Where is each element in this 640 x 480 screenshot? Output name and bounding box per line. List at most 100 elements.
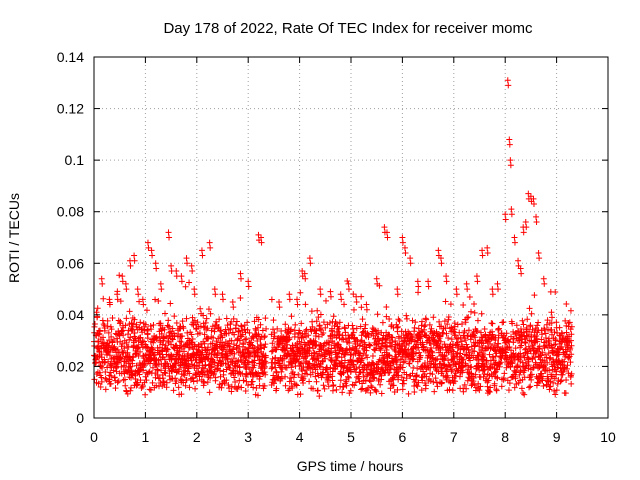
data-point: [523, 224, 530, 231]
data-point: [199, 252, 206, 259]
data-point: [157, 379, 164, 386]
data-point: [514, 353, 521, 360]
data-point: [314, 387, 321, 394]
data-point: [361, 325, 368, 332]
data-point: [526, 328, 533, 335]
data-point: [437, 360, 444, 367]
data-point: [355, 373, 362, 380]
data-point: [381, 224, 388, 231]
data-point: [294, 301, 301, 308]
data-point: [296, 353, 303, 360]
data-point: [297, 391, 304, 398]
data-point: [415, 283, 422, 290]
data-point: [198, 247, 205, 254]
data-point: [284, 329, 291, 336]
data-point: [433, 379, 440, 386]
data-point: [503, 349, 510, 356]
data-point: [186, 370, 193, 377]
data-point: [169, 336, 176, 343]
data-point: [421, 323, 428, 330]
data-point: [167, 300, 174, 307]
data-point: [200, 312, 207, 319]
data-point: [376, 356, 383, 363]
data-point: [372, 387, 379, 394]
data-point: [258, 239, 265, 246]
data-point: [270, 317, 277, 324]
data-point: [543, 321, 550, 328]
data-point: [206, 389, 213, 396]
data-point: [251, 318, 258, 325]
data-point: [95, 338, 102, 345]
data-point: [110, 337, 117, 344]
data-point: [101, 327, 108, 334]
data-point: [231, 331, 238, 338]
data-point: [218, 384, 225, 391]
data-point: [177, 342, 184, 349]
data-point: [117, 318, 124, 325]
data-point: [216, 381, 223, 388]
data-point: [494, 374, 501, 381]
data-point: [239, 370, 246, 377]
data-point: [437, 255, 444, 262]
data-point: [394, 291, 401, 298]
data-point: [315, 314, 322, 321]
data-point: [410, 355, 417, 362]
data-point: [240, 340, 247, 347]
data-point: [317, 291, 324, 298]
data-point: [394, 357, 401, 364]
data-point: [493, 350, 500, 357]
data-point: [140, 338, 147, 345]
data-point: [557, 345, 564, 352]
data-point: [199, 349, 206, 356]
data-point: [430, 314, 437, 321]
data-point: [121, 376, 128, 383]
data-point: [130, 320, 137, 327]
data-point: [403, 342, 410, 349]
data-point: [386, 352, 393, 359]
data-point: [390, 382, 397, 389]
data-point: [306, 378, 313, 385]
data-point: [178, 278, 185, 285]
data-point: [322, 355, 329, 362]
data-point: [164, 345, 171, 352]
data-point: [522, 360, 529, 367]
data-point: [284, 341, 291, 348]
data-point: [326, 339, 333, 346]
data-point: [102, 369, 109, 376]
data-point: [470, 374, 477, 381]
data-point: [512, 375, 519, 382]
data-point: [506, 136, 513, 143]
data-point: [367, 389, 374, 396]
data-point: [567, 307, 574, 314]
data-point: [183, 255, 190, 262]
data-point: [128, 371, 135, 378]
data-point: [106, 352, 113, 359]
data-point: [216, 316, 223, 323]
data-point: [484, 249, 491, 256]
data-point: [289, 384, 296, 391]
data-point: [268, 331, 275, 338]
data-point: [302, 301, 309, 308]
data-point: [301, 345, 308, 352]
data-point: [246, 329, 253, 336]
data-point: [313, 318, 320, 325]
data-point: [215, 324, 222, 331]
data-point: [245, 382, 252, 389]
data-point: [205, 362, 212, 369]
data-point: [218, 331, 225, 338]
data-point: [299, 268, 306, 275]
data-point: [465, 374, 472, 381]
data-point: [517, 377, 524, 384]
data-point: [538, 336, 545, 343]
data-point: [206, 239, 213, 246]
data-point: [495, 286, 502, 293]
data-point: [227, 365, 234, 372]
data-point: [268, 296, 275, 303]
data-point: [375, 331, 382, 338]
data-point: [474, 328, 481, 335]
data-point: [114, 360, 121, 367]
data-point: [262, 315, 269, 322]
data-point: [97, 384, 104, 391]
data-point: [287, 375, 294, 382]
